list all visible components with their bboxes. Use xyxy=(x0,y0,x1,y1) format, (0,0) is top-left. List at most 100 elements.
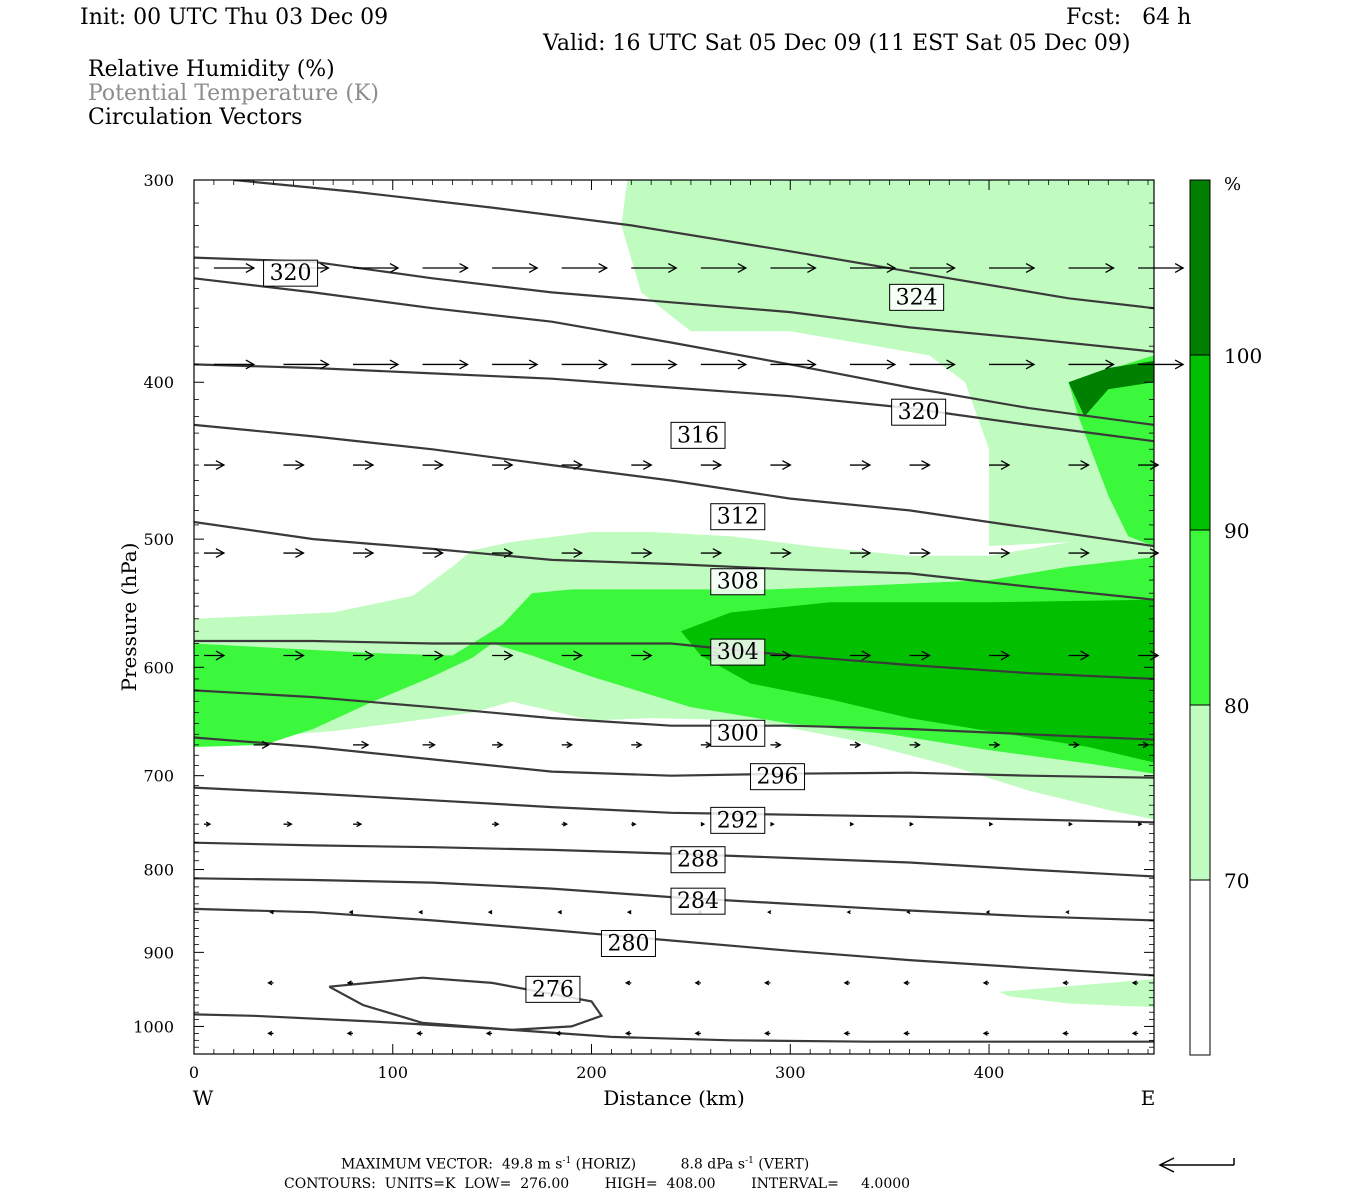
legend-rh: Relative Humidity (%) xyxy=(88,57,335,82)
wind-vector-head-4-9 xyxy=(861,650,872,661)
wind-vector-head-1-5 xyxy=(598,359,609,370)
wind-vector-head-6-0 xyxy=(205,821,212,827)
wind-vector-head-3-0 xyxy=(215,548,226,559)
wind-vector-head-0-3 xyxy=(459,263,469,273)
wind-vector-head-6-9 xyxy=(909,822,914,827)
wind-vector-head-6-8 xyxy=(849,822,855,827)
wind-vector-head-3-4 xyxy=(503,548,514,559)
wind-vector-head-4-4 xyxy=(503,650,514,661)
wind-vector-head-2-7 xyxy=(712,460,723,471)
colorbar-label-70: 70 xyxy=(1224,869,1249,893)
wind-vector-head-7-5 xyxy=(626,910,632,915)
colorbar-label-100: 100 xyxy=(1224,344,1262,368)
theta-contour-320-3 xyxy=(194,363,1154,443)
contour-label-box-0 xyxy=(889,283,945,311)
wind-vector-head-3-13 xyxy=(1149,548,1160,559)
theta-contour-296-9 xyxy=(194,786,1154,824)
wind-vector-head-2-2 xyxy=(364,460,375,471)
contour-label-280-13: 280 xyxy=(607,932,649,957)
init-time: Init: 00 UTC Thu 03 Dec 09 xyxy=(80,5,389,30)
wind-vector-head-5-5 xyxy=(635,741,643,749)
wind-vector-head-2-1 xyxy=(295,460,305,471)
theta-contour-320-2 xyxy=(194,277,1154,426)
wind-vector-head-5-11 xyxy=(1073,741,1080,749)
wind-vector-head-4-8 xyxy=(782,650,792,661)
wind-vector-head-2-0 xyxy=(215,460,226,471)
y-tick-label-300: 300 xyxy=(143,171,174,190)
contour-label-320-2: 320 xyxy=(270,261,312,286)
contour-label-300-8: 300 xyxy=(717,721,759,746)
contour-label-box-12 xyxy=(670,887,726,915)
contour-label-296-9: 296 xyxy=(757,765,799,790)
wind-vector-head-2-9 xyxy=(861,460,872,471)
wind-vector-head-6-3 xyxy=(494,821,500,827)
x-tick-label-400: 400 xyxy=(974,1063,1005,1082)
wind-vector-head-9-6 xyxy=(694,1030,700,1036)
wind-vector-head-5-12 xyxy=(1142,741,1150,749)
contour-label-box-11 xyxy=(670,846,726,874)
wind-vector-head-0-6 xyxy=(667,263,678,273)
wind-vector-head-8-4 xyxy=(694,980,700,986)
wind-vector-head-4-11 xyxy=(1000,650,1011,661)
theta-contour-324-0 xyxy=(194,256,1154,353)
wind-vector-head-2-8 xyxy=(782,460,792,471)
wind-vector-head-3-6 xyxy=(642,548,653,559)
contour-label-320-3: 320 xyxy=(898,400,940,425)
rh-region-70-0 xyxy=(621,180,1154,547)
contour-label-box-13 xyxy=(600,930,656,958)
rh-region-90-5 xyxy=(680,599,1154,763)
contour-label-box-8 xyxy=(710,719,766,747)
wind-vector-head-4-1 xyxy=(295,650,305,661)
wind-vector-head-4-13 xyxy=(1149,650,1160,661)
west-label: W xyxy=(193,1086,214,1110)
wind-vector-head-6-2 xyxy=(356,821,363,828)
y-tick-label-400: 400 xyxy=(143,373,174,392)
forecast-hour: Fcst: 64 h xyxy=(1066,5,1192,30)
contour-label-276-14: 276 xyxy=(532,977,574,1002)
wind-vector-head-8-9 xyxy=(1062,980,1068,986)
wind-vector-head-7-3 xyxy=(487,910,493,915)
wind-vector-head-8-8 xyxy=(982,980,988,986)
wind-vector-head-2-6 xyxy=(642,460,653,471)
contour-label-284-12: 284 xyxy=(677,889,719,914)
wind-vector-head-0-7 xyxy=(737,263,748,273)
wind-vector-head-1-6 xyxy=(667,359,678,370)
wind-vector-head-2-4 xyxy=(503,460,514,471)
wind-vector-head-7-1 xyxy=(348,910,354,915)
wind-vector-head-4-5 xyxy=(573,650,584,661)
rh-region-70-2 xyxy=(998,979,1154,1008)
wind-vector-head-7-10 xyxy=(985,910,990,915)
wind-vector-head-9-11 xyxy=(1062,1030,1068,1036)
wind-vector-head-8-1 xyxy=(346,980,352,986)
wind-vector-head-5-1 xyxy=(361,740,370,750)
theta-contour-284-12 xyxy=(194,907,1154,977)
y-tick-label-800: 800 xyxy=(143,861,174,880)
wind-vector-head-9-4 xyxy=(555,1030,561,1036)
wind-vector-head-4-3 xyxy=(434,650,444,661)
contour-label-304-7: 304 xyxy=(717,640,759,665)
contour-label-box-9 xyxy=(750,763,806,791)
theta-contour-324-1 xyxy=(233,180,1154,310)
wind-vector-head-9-12 xyxy=(1131,1030,1137,1036)
wind-vector-head-6-12 xyxy=(1137,822,1143,827)
wind-vector-head-3-11 xyxy=(1000,548,1011,559)
wind-vector-head-1-7 xyxy=(737,359,748,370)
contour-label-324-0: 324 xyxy=(896,285,938,310)
wind-vector-head-7-4 xyxy=(557,910,562,915)
x-tick-label-300: 300 xyxy=(775,1063,806,1082)
wind-vector-head-5-4 xyxy=(566,741,574,749)
contour-label-312-5: 312 xyxy=(717,505,759,530)
wind-vector-head-7-8 xyxy=(846,910,851,915)
y-tick-label-700: 700 xyxy=(143,767,174,786)
wind-vector-head-8-3 xyxy=(624,980,631,986)
wind-vector-head-1-0 xyxy=(245,359,256,370)
wind-vector-head-9-9 xyxy=(903,1030,909,1036)
y-axis-label: Pressure (hPa) xyxy=(117,543,141,692)
wind-vector-head-3-7 xyxy=(712,548,723,559)
y-tick-label-1000: 1000 xyxy=(133,1017,174,1036)
theta-contour-304-7 xyxy=(194,689,1154,741)
theta-contour-300-8 xyxy=(194,736,1154,779)
y-tick-label-600: 600 xyxy=(143,658,174,677)
wind-vector-head-0-8 xyxy=(807,263,817,273)
